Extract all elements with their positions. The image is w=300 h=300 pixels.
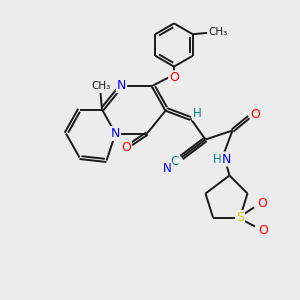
Text: O: O <box>258 197 267 210</box>
Text: CH₃: CH₃ <box>208 27 227 37</box>
Text: N: N <box>163 162 172 176</box>
Text: O: O <box>259 224 268 237</box>
Text: O: O <box>121 141 131 154</box>
Text: H: H <box>212 152 221 166</box>
Text: N: N <box>222 152 231 166</box>
Text: O: O <box>251 108 260 121</box>
Text: H: H <box>193 106 202 120</box>
Text: N: N <box>117 79 126 92</box>
Text: O: O <box>169 71 179 84</box>
Text: S: S <box>236 211 244 224</box>
Text: CH₃: CH₃ <box>91 81 110 92</box>
Text: N: N <box>111 127 120 140</box>
Text: C: C <box>171 154 179 168</box>
